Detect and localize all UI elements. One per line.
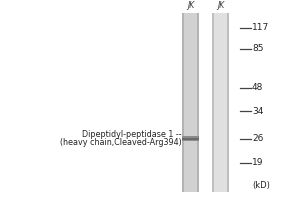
Bar xyxy=(182,13,184,192)
Bar xyxy=(227,13,229,192)
Bar xyxy=(182,138,199,140)
Text: JK: JK xyxy=(187,1,194,10)
Bar xyxy=(212,13,229,192)
Text: 117: 117 xyxy=(252,23,269,32)
Bar xyxy=(197,13,199,192)
Bar xyxy=(212,13,214,192)
Text: 48: 48 xyxy=(252,83,263,92)
Text: Dipeptidyl-peptidase 1 --: Dipeptidyl-peptidase 1 -- xyxy=(82,130,182,139)
Text: 26: 26 xyxy=(252,134,263,143)
Text: JK: JK xyxy=(217,1,224,10)
Text: 85: 85 xyxy=(252,44,263,53)
Text: (kD): (kD) xyxy=(252,181,270,190)
Text: 34: 34 xyxy=(252,107,263,116)
Text: 19: 19 xyxy=(252,158,263,167)
Bar xyxy=(182,13,199,192)
Text: (heavy chain,Cleaved-Arg394): (heavy chain,Cleaved-Arg394) xyxy=(60,138,182,147)
Bar xyxy=(182,136,199,141)
